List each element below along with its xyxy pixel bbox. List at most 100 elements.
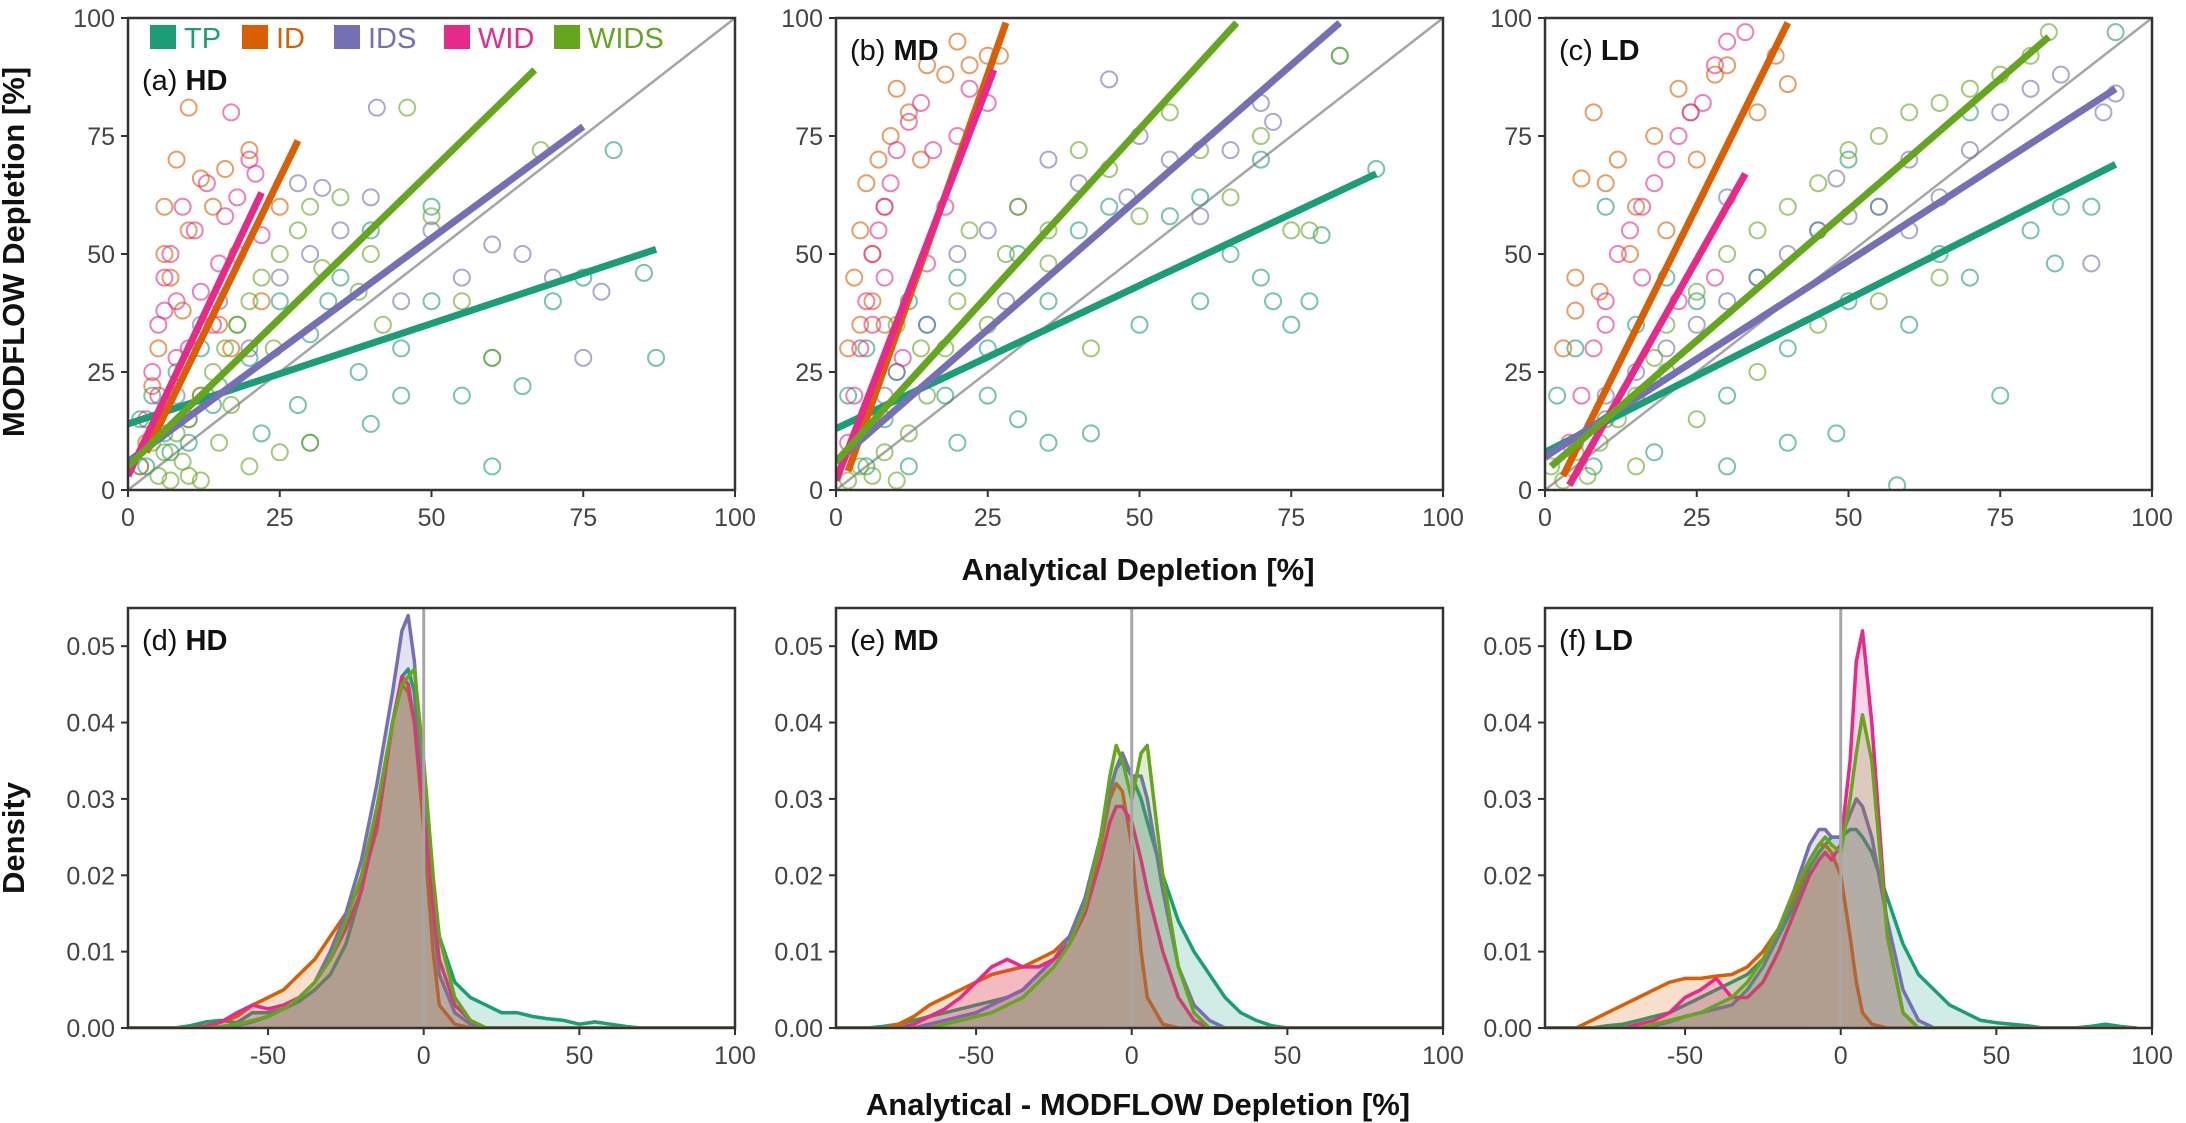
- scatter-point-wid: [1608, 245, 1627, 263]
- scatter-point-ids: [367, 98, 386, 117]
- fit-line-wid: [128, 191, 265, 478]
- scatter-point-tp: [349, 363, 368, 381]
- y-tick-label: 0.02: [1483, 862, 1532, 890]
- legend-swatch-wid: [444, 25, 470, 49]
- scatter-point-wid: [1645, 174, 1664, 193]
- scatter-point-ids: [1657, 339, 1676, 358]
- scatter-point-wid: [246, 164, 265, 183]
- scatter-point-wid: [161, 245, 180, 263]
- scatter-point-wids: [1545, 457, 1561, 476]
- scatter-point-tp: [1191, 188, 1210, 207]
- scatter-point-id: [155, 245, 174, 263]
- scatter-point-wid: [1633, 197, 1652, 216]
- scatter-point-wids: [887, 471, 906, 490]
- plot-area: [128, 608, 735, 1028]
- y-tick-label: 100: [73, 5, 115, 33]
- panel-label: (a) HD: [142, 65, 227, 97]
- scatter-point-wid: [155, 301, 174, 320]
- scatter-point-wid: [857, 292, 876, 311]
- panel-name: LD: [1601, 35, 1640, 67]
- scatter-point-id: [1566, 268, 1585, 287]
- bottom-y-axis-title: Density: [0, 781, 31, 894]
- scatter-point-ids: [948, 245, 967, 263]
- scatter-point-wids: [1645, 348, 1664, 367]
- scatter-point-wids: [210, 433, 229, 452]
- scatter-point-id: [918, 56, 937, 75]
- scatter-point-id: [948, 32, 967, 51]
- y-tick-label: 75: [795, 123, 823, 151]
- scatter-point-ids: [1827, 169, 1846, 188]
- x-tick-label: 50: [418, 504, 446, 532]
- scatter-point-id: [203, 197, 222, 216]
- scatter-point-wids: [1130, 207, 1149, 226]
- scatter-point-wids: [452, 292, 471, 311]
- x-tick-label: 100: [2131, 1042, 2173, 1070]
- scatter-point-wid: [1705, 268, 1724, 287]
- scatter-point-wid: [173, 197, 192, 216]
- scatter-point-wids: [301, 197, 320, 216]
- panel-e: -50 0 50 100 0.00 0.01 0.02 0.03 0.04 0.05 (e) MD: [774, 606, 1464, 1070]
- panel-name: HD: [186, 625, 228, 657]
- scatter-point-wids: [1748, 221, 1767, 240]
- panel-name: MD: [894, 35, 939, 67]
- scatter-point-tp: [1778, 433, 1797, 452]
- scatter-point-id: [161, 268, 180, 287]
- x-tick-label: 0: [121, 504, 135, 532]
- scatter-point-id: [911, 150, 930, 169]
- scatter-point-wid: [887, 141, 906, 160]
- panel-label: (c) LD: [1559, 35, 1640, 67]
- scatter-point-id: [857, 174, 876, 193]
- scatter-point-id: [1657, 221, 1676, 240]
- scatter-point-id: [179, 98, 198, 117]
- y-tick-label: 100: [781, 5, 823, 33]
- panel-tag: (a): [142, 65, 186, 97]
- scatter-point-wid: [1584, 339, 1603, 358]
- scatter-point-wid: [863, 245, 882, 263]
- legend: TP ID IDS WID WIDS: [150, 23, 664, 55]
- scatter-point-tp: [1251, 150, 1270, 169]
- scatter-point-id: [1554, 339, 1573, 358]
- y-tick-label: 0.04: [66, 710, 115, 738]
- scatter-point-wid: [1657, 150, 1676, 169]
- scatter-point-id: [936, 65, 955, 84]
- scatter-point-tp: [1718, 386, 1737, 405]
- scatter-point-tp: [2021, 221, 2040, 240]
- scatter-point-wids: [1330, 46, 1349, 65]
- panel-label: (e) MD: [850, 625, 939, 657]
- x-tick-label: 50: [1835, 504, 1863, 532]
- fit-line-id: [143, 139, 302, 454]
- scatter-point-tp: [422, 292, 441, 311]
- y-tick-label: 75: [87, 123, 115, 151]
- legend-swatch-tp: [150, 25, 176, 49]
- scatter-point-wids: [270, 443, 289, 462]
- scatter-point-id: [1645, 127, 1664, 145]
- scatter-point-id: [179, 221, 198, 240]
- panel-name: MD: [894, 625, 939, 657]
- reference-line: [836, 18, 1443, 490]
- scatter-point-wids: [899, 424, 918, 443]
- x-tick-label: 0: [1538, 504, 1552, 532]
- plot-area: [836, 608, 1443, 1028]
- y-tick-label: 50: [87, 241, 115, 269]
- scatter-point-wids: [1300, 221, 1319, 240]
- density-area-wids: [836, 745, 1443, 1028]
- scatter-point-id: [173, 301, 192, 320]
- scatter-point-wids: [1282, 221, 1301, 240]
- scatter-point-wid: [869, 221, 888, 240]
- scatter-point-ids: [288, 174, 307, 193]
- scatter-point-tp: [1827, 424, 1846, 443]
- scatter-point-ids: [2021, 79, 2040, 98]
- fit-line-wid: [1566, 172, 1749, 488]
- panel-b: 0 25 50 75 100 0 25 50 75 100 (b) MD: [781, 5, 1464, 532]
- x-tick-label: 50: [1273, 1042, 1301, 1070]
- fit-line-ids: [128, 123, 586, 465]
- y-tick-label: 0.00: [774, 1015, 823, 1043]
- scatter-point-tp: [1900, 315, 1919, 334]
- scatter-point-ids: [1900, 150, 1919, 169]
- scatter-point-ids: [574, 348, 593, 367]
- scatter-point-tp: [948, 433, 967, 452]
- y-tick-label: 0.05: [66, 633, 115, 661]
- x-tick-label: 0: [1834, 1042, 1848, 1070]
- y-tick-label: 50: [795, 241, 823, 269]
- scatter-point-tp: [1687, 292, 1706, 311]
